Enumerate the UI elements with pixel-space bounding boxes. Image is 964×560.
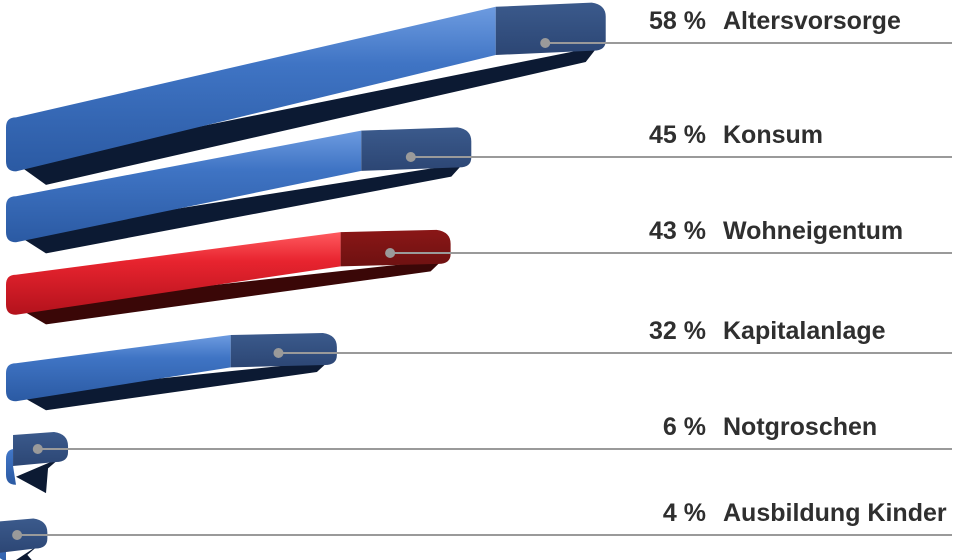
bar-end-konsum <box>361 127 472 171</box>
bar-face-kapitalanlage <box>6 334 231 402</box>
bar-kapitalanlage <box>6 333 337 411</box>
bar-shadow-notgroschen <box>16 458 61 494</box>
category-label-konsum: Konsum <box>723 121 823 149</box>
category-label-kapitalanlage: Kapitalanlage <box>723 317 886 345</box>
category-label-notgroschen: Notgroschen <box>723 413 877 441</box>
bar-shadow-kapitalanlage <box>16 361 329 411</box>
value-label-notgroschen: 6 % <box>663 413 706 441</box>
value-label-konsum: 45 % <box>649 121 706 149</box>
bar-face-altersvorsorge <box>6 6 496 172</box>
bar-shadow-altersvorsorge <box>16 46 598 185</box>
bar-notgroschen <box>6 432 69 494</box>
value-label-wohneigentum: 43 % <box>649 217 706 245</box>
bar-end-kapitalanlage <box>230 333 337 368</box>
category-label-wohneigentum: Wohneigentum <box>723 217 903 245</box>
bar-end-altersvorsorge <box>495 2 606 56</box>
bar-wohneigentum <box>6 229 451 325</box>
bar-end-ausbildung-kinder <box>0 518 48 553</box>
bar-altersvorsorge <box>6 2 606 185</box>
value-label-kapitalanlage: 32 % <box>649 317 706 345</box>
bar-shadow-wohneigentum <box>16 259 443 325</box>
category-label-ausbildung-kinder: Ausbildung Kinder <box>723 499 947 527</box>
labels-layer: 58 % Altersvorsorge 45 % Konsum 43 % Wohneige… <box>12 7 952 540</box>
bar-face-konsum <box>6 130 362 243</box>
bar-shadow-konsum <box>16 163 464 254</box>
bars-layer <box>0 2 606 560</box>
value-label-altersvorsorge: 58 % <box>649 7 706 35</box>
bar-end-wohneigentum <box>340 229 451 267</box>
bar-ausbildung-kinder <box>0 518 48 560</box>
bar-konsum <box>6 127 472 254</box>
bar-face-wohneigentum <box>6 232 341 315</box>
value-label-ausbildung-kinder: 4 % <box>663 499 706 527</box>
category-label-altersvorsorge: Altersvorsorge <box>723 7 901 35</box>
